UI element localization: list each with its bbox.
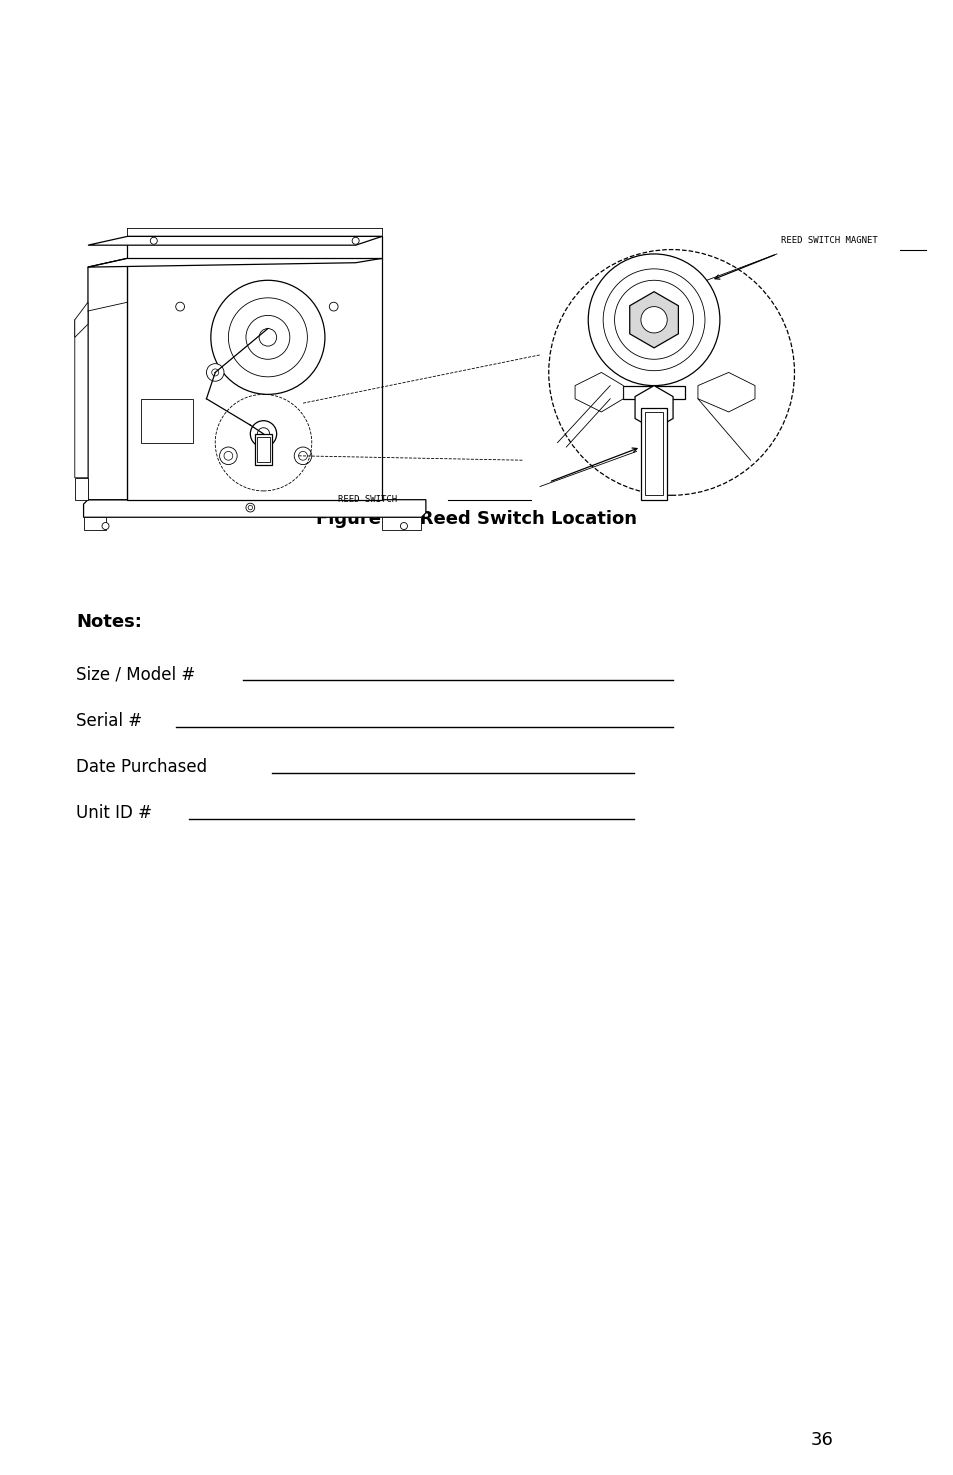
Text: REED SWITCH: REED SWITCH [337,496,396,504]
Text: Date Purchased: Date Purchased [76,758,207,776]
Text: Serial #: Serial # [76,712,142,730]
Circle shape [248,506,253,510]
Polygon shape [74,478,88,500]
Circle shape [602,268,704,370]
Circle shape [250,420,276,447]
Circle shape [298,451,307,460]
Circle shape [400,522,407,530]
FancyBboxPatch shape [640,407,666,500]
Polygon shape [128,258,381,500]
Text: Size / Model #: Size / Model # [76,665,195,683]
Text: REED SWITCH MAGNET: REED SWITCH MAGNET [781,236,877,245]
Circle shape [329,302,337,311]
Circle shape [224,451,233,460]
Polygon shape [84,500,425,518]
Polygon shape [381,518,421,531]
FancyBboxPatch shape [257,438,270,462]
FancyBboxPatch shape [140,398,193,442]
Circle shape [246,503,254,512]
Polygon shape [635,385,673,429]
Polygon shape [88,258,128,500]
Polygon shape [698,372,754,412]
Circle shape [352,237,358,245]
Circle shape [219,447,237,465]
Polygon shape [575,372,622,412]
Text: Unit ID #: Unit ID # [76,804,152,822]
Circle shape [259,329,276,347]
Circle shape [257,428,270,440]
Circle shape [548,249,794,496]
Polygon shape [88,258,381,267]
FancyBboxPatch shape [254,434,272,465]
Text: Figure 3 - Reed Switch Location: Figure 3 - Reed Switch Location [316,510,637,528]
Circle shape [151,237,157,245]
Polygon shape [88,236,381,245]
Circle shape [211,280,325,394]
Polygon shape [622,385,684,398]
Circle shape [588,254,720,385]
FancyBboxPatch shape [644,412,662,496]
Polygon shape [74,302,88,338]
Circle shape [294,447,312,465]
Circle shape [614,280,693,360]
Circle shape [228,298,307,376]
Polygon shape [128,236,381,258]
Circle shape [206,364,224,381]
Polygon shape [629,292,678,348]
Circle shape [102,522,109,530]
Polygon shape [74,311,88,478]
Circle shape [175,302,184,311]
Circle shape [212,369,218,376]
Circle shape [246,316,290,360]
Text: Notes:: Notes: [76,614,142,631]
Polygon shape [84,518,106,531]
Text: 36: 36 [810,1431,833,1448]
Circle shape [640,307,666,333]
